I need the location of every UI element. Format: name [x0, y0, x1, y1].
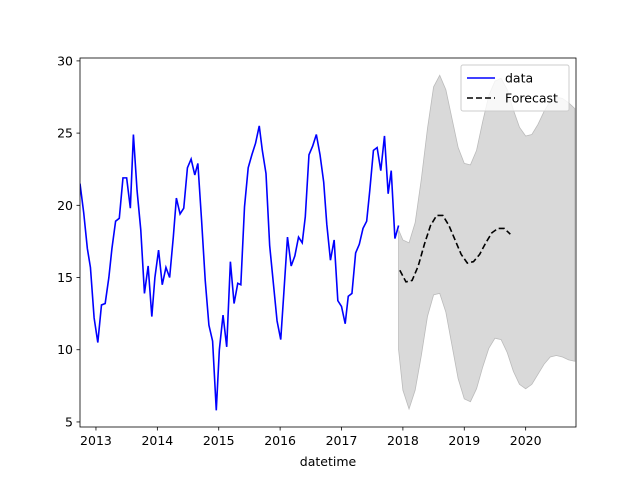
y-tick-label: 5	[65, 414, 73, 429]
confidence-band	[398, 74, 576, 411]
x-tick-label: 2014	[141, 433, 173, 448]
series-line	[80, 125, 400, 411]
y-tick-label: 10	[57, 342, 73, 357]
plot-area	[80, 74, 576, 411]
y-tick-label: 25	[57, 126, 73, 141]
x-tick-label: 2017	[326, 433, 358, 448]
x-tick-label: 2015	[203, 433, 235, 448]
x-tick-label: 2019	[448, 433, 480, 448]
legend: data Forecast	[460, 64, 570, 112]
legend-label: Forecast	[505, 91, 558, 106]
x-tick-label: 2020	[510, 433, 542, 448]
series-line	[399, 214, 511, 283]
y-tick-label: 15	[57, 270, 73, 285]
x-axis-label: datetime	[300, 454, 357, 469]
axes-frame	[79, 57, 577, 428]
y-tick-label: 30	[57, 53, 73, 68]
y-tick-label: 20	[57, 198, 73, 213]
legend-box	[460, 64, 570, 112]
x-tick-label: 2018	[387, 433, 419, 448]
legend-label: data	[505, 71, 533, 86]
x-tick-label: 2013	[80, 433, 112, 448]
x-tick-label: 2016	[264, 433, 296, 448]
